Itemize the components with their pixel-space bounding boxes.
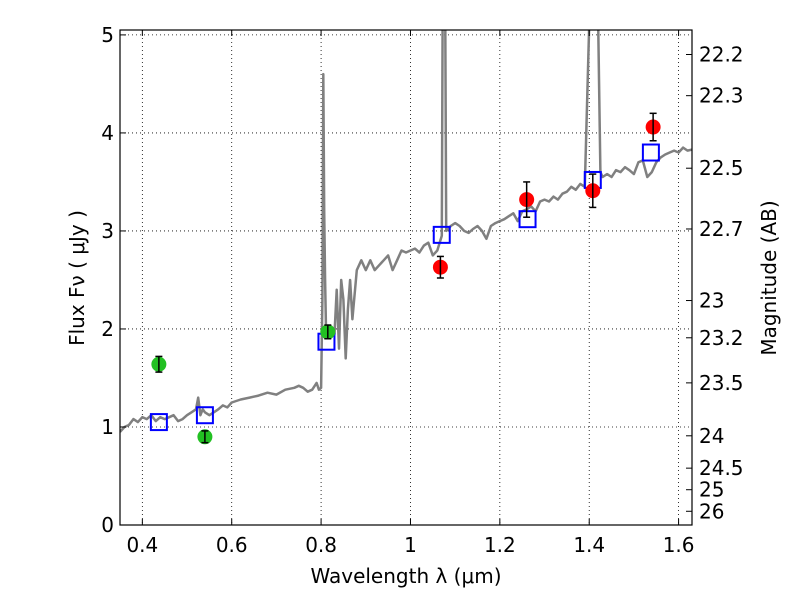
x-tick-label: 0.4	[126, 533, 158, 557]
x-tick-label: 1.6	[663, 533, 695, 557]
x-tick-label: 1.2	[484, 533, 516, 557]
y-tick-label: 0	[101, 513, 114, 537]
model-photometry-point	[641, 143, 660, 162]
x-tick-label: 0.6	[216, 533, 248, 557]
x-tick-label: 1.4	[573, 533, 605, 557]
model-photometry-point	[149, 413, 168, 432]
magnitude-tick-label: 22.3	[699, 84, 744, 108]
plot-frame	[119, 29, 693, 526]
magnitude-tick-label: 24.5	[699, 456, 744, 480]
y-tick-label: 4	[101, 121, 114, 145]
magnitude-tick-label: 23	[699, 289, 724, 313]
magnitude-tick-label: 23.2	[699, 326, 744, 350]
magnitude-tick-label: 22.7	[699, 217, 744, 241]
magnitude-tick-label: 25	[699, 478, 724, 502]
magnitude-tick-label: 22.5	[699, 156, 744, 180]
grid	[120, 30, 692, 525]
y-tick-label: 5	[101, 23, 114, 47]
plot-area	[120, 30, 692, 445]
model-photometry-point	[518, 210, 537, 229]
y-tick-label: 3	[101, 219, 114, 243]
x-axis-label: Wavelength λ (μm)	[310, 564, 501, 588]
magnitude-tick-label: 23.5	[699, 371, 744, 395]
magnitude-tick-label: 22.2	[699, 43, 744, 67]
ticks: 0.4 0.6 0.8 1 1.2 1.4 1.601234522.222.322.522.…	[101, 23, 743, 557]
model-photometry-point	[195, 406, 214, 425]
y-axis-label: Flux Fν ( μJy )	[65, 210, 89, 346]
x-tick-label: 0.8	[305, 533, 337, 557]
y-tick-label: 2	[101, 317, 114, 341]
y-axis-right-label: Magnitude (AB)	[757, 200, 781, 355]
magnitude-tick-label: 26	[699, 499, 724, 523]
x-tick-label: 1	[404, 533, 417, 557]
spectrum-line	[120, 30, 692, 433]
y-tick-label: 1	[101, 415, 114, 439]
model-photometry-point	[432, 225, 451, 244]
magnitude-tick-label: 24	[699, 424, 724, 448]
